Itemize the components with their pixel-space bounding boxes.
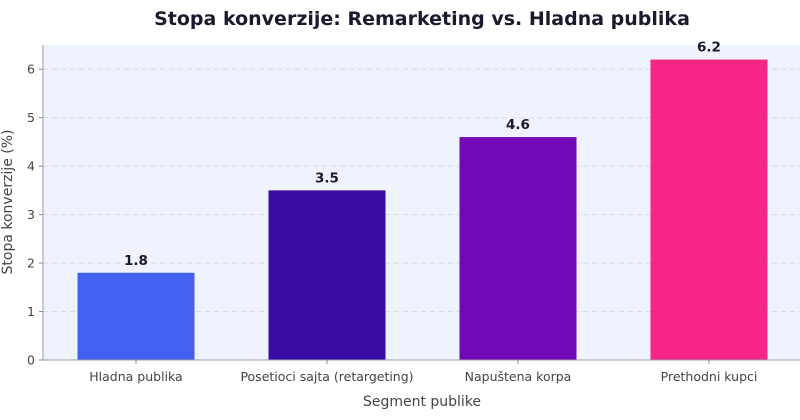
y-tick-label: 3 bbox=[27, 207, 35, 222]
data-labels: 1.8 3.5 4.6 6.2 bbox=[124, 40, 721, 269]
bar-3 bbox=[650, 59, 768, 361]
y-tick-label: 2 bbox=[27, 256, 35, 271]
bars bbox=[77, 59, 768, 361]
x-tick-label-1: Posetioci sajta (retargeting) bbox=[240, 369, 413, 384]
y-axis-label: Stopa konverzije (%) bbox=[0, 130, 16, 275]
x-axis-label: Segment publike bbox=[363, 394, 481, 410]
x-tick-label-0: Hladna publika bbox=[89, 369, 182, 384]
bar-0 bbox=[77, 272, 195, 360]
y-tick-label: 6 bbox=[27, 62, 35, 77]
y-tick-label: 4 bbox=[27, 159, 35, 174]
y-tick-label: 0 bbox=[27, 353, 35, 368]
x-tick-label-3: Prethodni kupci bbox=[661, 369, 758, 384]
data-label-2: 4.6 bbox=[506, 117, 530, 133]
x-tick-label-2: Napuštena korpa bbox=[465, 369, 572, 384]
y-tick-label: 5 bbox=[27, 110, 35, 125]
tick-labels: 0 1 2 3 4 5 6 Hladna publika Posetioci sajta (re… bbox=[27, 62, 757, 384]
data-label-0: 1.8 bbox=[124, 253, 148, 269]
data-label-3: 6.2 bbox=[697, 40, 721, 56]
chart-title: Stopa konverzije: Remarketing vs. Hladna… bbox=[154, 8, 690, 30]
y-tick-label: 1 bbox=[27, 304, 35, 319]
axes bbox=[42, 45, 800, 361]
data-label-1: 3.5 bbox=[315, 170, 339, 186]
bar-1 bbox=[268, 190, 386, 360]
bar-2 bbox=[459, 137, 577, 360]
